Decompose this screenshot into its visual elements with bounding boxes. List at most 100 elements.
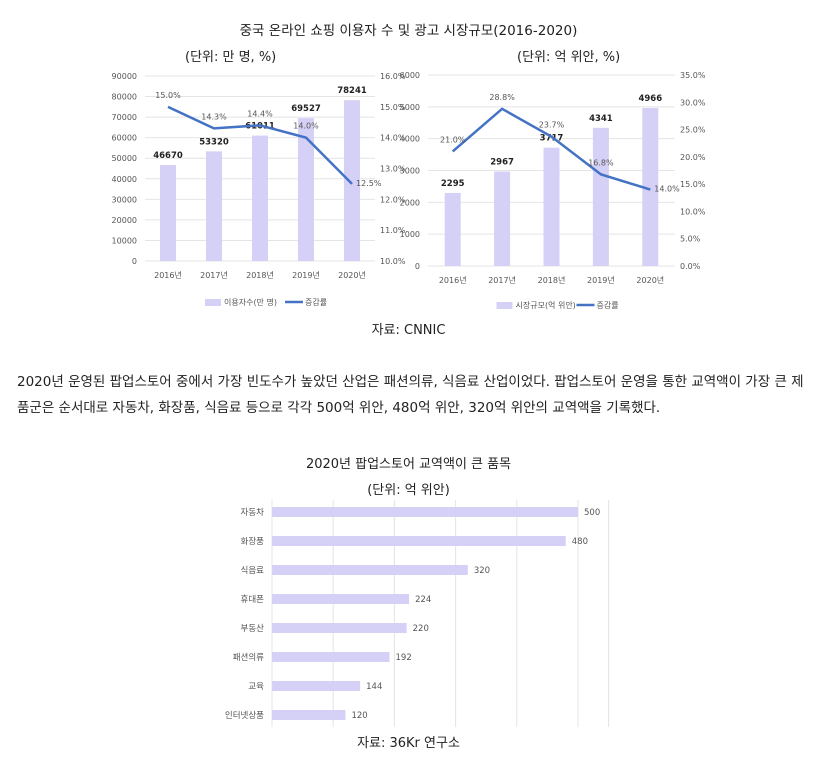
y-tick-label: 1000 xyxy=(400,230,420,239)
category-label: 자동차 xyxy=(241,508,265,518)
y2-tick-label: 14.0% xyxy=(380,134,406,143)
x-tick-label: 2016년 xyxy=(439,275,467,285)
y2-tick-label: 12.0% xyxy=(380,195,406,204)
page-title: 중국 온라인 쇼핑 이용자 수 및 광고 시장규모(2016-2020) xyxy=(239,23,578,39)
x-tick-label: 2020년 xyxy=(338,270,366,280)
bar xyxy=(444,192,461,266)
y2-tick-label: 25.0% xyxy=(680,126,706,135)
y2-tick-label: 10.0% xyxy=(680,207,706,216)
y-tick-label: 50000 xyxy=(112,154,137,163)
bar xyxy=(206,151,222,261)
line-value-label: 14.3% xyxy=(201,112,227,121)
line-value-label: 14.4% xyxy=(247,109,273,118)
y-tick-label: 40000 xyxy=(112,175,137,184)
bar xyxy=(298,118,314,261)
line-value-label: 28.8% xyxy=(489,93,515,102)
bar-value-label: 500 xyxy=(584,508,600,518)
bar xyxy=(344,100,360,261)
bar xyxy=(272,536,566,546)
bar-value-label: 69527 xyxy=(291,104,321,114)
x-tick-label: 2018년 xyxy=(538,275,566,285)
y-tick-label: 10000 xyxy=(112,236,137,245)
y-tick-label: 0 xyxy=(132,257,137,266)
y2-tick-label: 16.0% xyxy=(380,72,406,81)
x-tick-label: 2016년 xyxy=(154,270,182,280)
category-label: 부동산 xyxy=(241,623,265,634)
users-chart: 0 10000 20000 30000 40000 50000 60000 70000 8000… xyxy=(112,72,406,307)
category-label: 패션의류 xyxy=(233,652,264,663)
growth-rate-line xyxy=(167,105,353,185)
y-tick-label: 90000 xyxy=(112,72,137,81)
y2-tick-label: 30.0% xyxy=(680,98,706,107)
y-tick-label: 0 xyxy=(415,262,420,271)
bar-value-label: 192 xyxy=(396,653,412,663)
y2-tick-label: 0.0% xyxy=(680,262,701,271)
legend-bar-label: 이용자수(만 명) xyxy=(224,297,277,307)
bar-value-label: 220 xyxy=(413,624,429,634)
y-tick-label: 6000 xyxy=(400,71,420,80)
bar xyxy=(543,147,560,266)
bar-value-label: 2967 xyxy=(490,158,514,168)
bar-value-label: 4966 xyxy=(638,94,662,104)
bar xyxy=(494,171,511,266)
bar-value-label: 2295 xyxy=(441,179,465,189)
line-value-label: 21.0% xyxy=(440,135,466,144)
line-value-label: 23.7% xyxy=(539,121,565,130)
x-tick-label: 2019년 xyxy=(292,270,320,280)
bar-value-label: 53320 xyxy=(199,137,229,147)
y-tick-label: 4000 xyxy=(400,135,420,144)
body-paragraph: 2020년 운영된 팝업스토어 중에서 가장 빈도수가 높았던 산업은 패션의류… xyxy=(17,374,804,416)
legend-bar-swatch xyxy=(496,302,513,309)
line-value-label: 16.8% xyxy=(588,158,614,167)
source-36kr: 자료: 36Kr 연구소 xyxy=(357,736,460,751)
y2-tick-label: 13.0% xyxy=(380,165,406,174)
bar xyxy=(272,623,407,633)
popup-chart-unit: (단위: 억 위안) xyxy=(367,483,450,498)
x-tick-label: 2018년 xyxy=(246,270,274,280)
bar xyxy=(272,507,578,517)
category-label: 인터넷상품 xyxy=(225,710,264,721)
bar-value-label: 46670 xyxy=(153,151,183,161)
y2-tick-label: 11.0% xyxy=(380,226,406,235)
y2-tick-label: 35.0% xyxy=(680,71,706,80)
y2-tick-label: 15.0% xyxy=(680,180,706,189)
bar xyxy=(272,681,361,691)
line-value-label: 12.5% xyxy=(356,179,382,188)
line-value-label: 14.0% xyxy=(654,185,680,194)
bar xyxy=(272,594,410,604)
y-tick-label: 5000 xyxy=(400,103,420,112)
bar-value-label: 78241 xyxy=(337,86,367,96)
bar-value-label: 224 xyxy=(415,595,431,605)
legend-bar-label: 시장규모(억 위안) xyxy=(516,300,576,310)
growth-rate-line xyxy=(451,107,651,191)
y2-tick-label: 5.0% xyxy=(680,235,701,244)
popup-trade-chart: 자동차 500 화장품 480 식음료 320 휴대폰 224 부동산 220 패션의류 192 교육 1… xyxy=(225,500,610,727)
y-tick-label: 80000 xyxy=(112,93,137,102)
x-tick-label: 2020년 xyxy=(636,275,664,285)
y-tick-label: 2000 xyxy=(400,198,420,207)
category-label: 교육 xyxy=(248,682,264,692)
y-tick-label: 60000 xyxy=(112,134,137,143)
line-value-label: 15.0% xyxy=(155,91,181,100)
y2-tick-label: 10.0% xyxy=(380,257,406,266)
bar-value-label: 144 xyxy=(366,682,382,692)
right-unit-label: (단위: 억 위안, %) xyxy=(517,50,621,65)
bar xyxy=(592,127,609,267)
y-tick-label: 20000 xyxy=(112,216,137,225)
x-tick-label: 2017년 xyxy=(488,275,516,285)
category-label: 휴대폰 xyxy=(241,595,265,605)
bar xyxy=(272,652,390,662)
bar xyxy=(160,165,176,261)
bar xyxy=(252,135,268,261)
y-tick-label: 30000 xyxy=(112,195,137,204)
bar xyxy=(272,710,346,720)
y2-tick-label: 15.0% xyxy=(380,103,406,112)
line-value-label: 14.0% xyxy=(293,122,319,131)
popup-chart-title: 2020년 팝업스토어 교역액이 큰 품목 xyxy=(305,457,512,472)
legend-bar-swatch xyxy=(205,299,221,306)
y-tick-label: 3000 xyxy=(400,167,420,176)
bar xyxy=(272,565,468,575)
legend-line-label: 증감률 xyxy=(305,297,327,307)
bar-value-label: 320 xyxy=(474,566,490,576)
bar-value-label: 4341 xyxy=(589,114,613,124)
